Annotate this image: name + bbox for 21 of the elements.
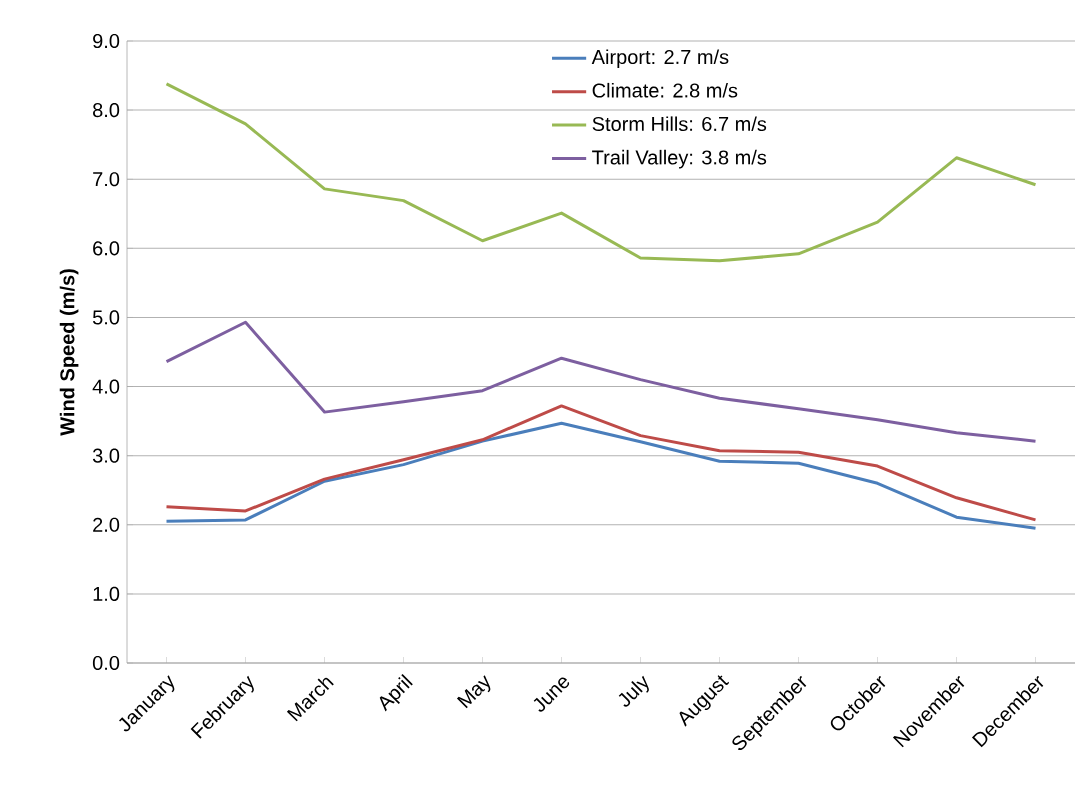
y-tick-label: 2.0 (93, 517, 120, 532)
line-series (165, 320, 1037, 443)
y-tick-label: 9.0 (93, 33, 120, 49)
line-series (165, 404, 1037, 522)
y-tick-label: 0.0 (92, 655, 120, 671)
line-series (165, 82, 1037, 263)
legend-label: Trail Valley: 3.8 m/s (592, 149, 767, 169)
y-tick-label: 1.0 (93, 586, 120, 601)
x-tick-label: May (456, 675, 491, 709)
x-tick-label: July (618, 675, 649, 707)
y-tick-label: 5.0 (92, 310, 120, 325)
y-axis-title: Wind Speed (m/s) (59, 269, 79, 436)
legend-label: Airport: 2.7 m/s (591, 49, 729, 69)
line-series (165, 421, 1037, 530)
y-tick-label: 4.0 (92, 379, 120, 394)
y-tick-label: 7.0 (93, 172, 120, 187)
legend-label: Climate: 2.8 m/s (592, 82, 738, 98)
y-tick-label: 3.0 (92, 448, 120, 463)
y-tick-label: 6.0 (93, 241, 120, 256)
legend-label: Storm Hills: 6.7 m/s (592, 116, 767, 132)
y-tick-label: 8.0 (93, 103, 120, 118)
